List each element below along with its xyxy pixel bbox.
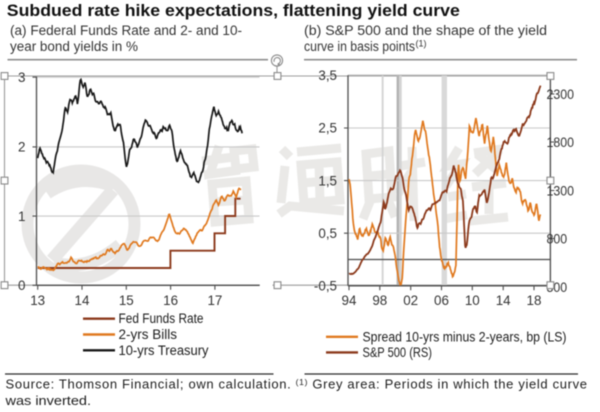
svg-text:800: 800 xyxy=(547,232,568,248)
svg-text:98: 98 xyxy=(372,293,387,308)
svg-text:06: 06 xyxy=(434,293,449,308)
svg-text:Fed Funds Rate: Fed Funds Rate xyxy=(119,311,204,326)
svg-text:0: 0 xyxy=(18,278,25,293)
svg-text:2300: 2300 xyxy=(547,87,575,103)
svg-text:Subdued rate hike expectations: Subdued rate hike expectations, flatteni… xyxy=(7,1,460,20)
svg-text:(a) Federal Funds Rate and 2-: (a) Federal Funds Rate and 2- and 10- xyxy=(10,23,242,38)
svg-text:2: 2 xyxy=(18,140,25,155)
svg-text:year bond yields in %: year bond yields in % xyxy=(10,39,138,54)
svg-text:2-yrs Bills: 2-yrs Bills xyxy=(119,327,178,342)
svg-text:10: 10 xyxy=(465,293,480,308)
svg-text:1,5: 1,5 xyxy=(318,173,337,188)
svg-text:18: 18 xyxy=(527,293,542,308)
svg-text:17: 17 xyxy=(207,293,222,308)
svg-text:3,5: 3,5 xyxy=(318,68,337,83)
svg-text:94: 94 xyxy=(342,293,357,308)
svg-text:14: 14 xyxy=(496,293,511,308)
svg-text:Source: Thomson Financial; own: Source: Thomson Financial; own calculati… xyxy=(6,376,588,391)
svg-text:(b) S&P 500 and the shape of t: (b) S&P 500 and the shape of the yield xyxy=(304,23,547,38)
svg-text:S&P 500 (RS): S&P 500 (RS) xyxy=(363,345,433,360)
svg-text:1: 1 xyxy=(18,209,25,224)
svg-text:0,5: 0,5 xyxy=(318,226,337,241)
svg-text:10-yrs Treasury: 10-yrs Treasury xyxy=(119,343,209,358)
svg-text:02: 02 xyxy=(403,293,418,308)
svg-text:3: 3 xyxy=(18,70,25,85)
svg-text:Spread 10-yrs minus 2-years, b: Spread 10-yrs minus 2-years, bp (LS) xyxy=(363,329,567,344)
svg-text:2,5: 2,5 xyxy=(318,121,337,136)
svg-text:1800: 1800 xyxy=(547,135,575,151)
svg-text:16: 16 xyxy=(163,293,178,308)
svg-text:13: 13 xyxy=(30,293,45,308)
svg-text:15: 15 xyxy=(119,293,134,308)
svg-text:(1): (1) xyxy=(416,39,427,49)
svg-text:14: 14 xyxy=(75,293,90,308)
svg-text:curve in basis points: curve in basis points xyxy=(304,39,415,54)
svg-text:was inverted.: was inverted. xyxy=(4,393,91,408)
svg-text:1300: 1300 xyxy=(547,184,575,200)
svg-text:-0,5: -0,5 xyxy=(314,279,337,294)
